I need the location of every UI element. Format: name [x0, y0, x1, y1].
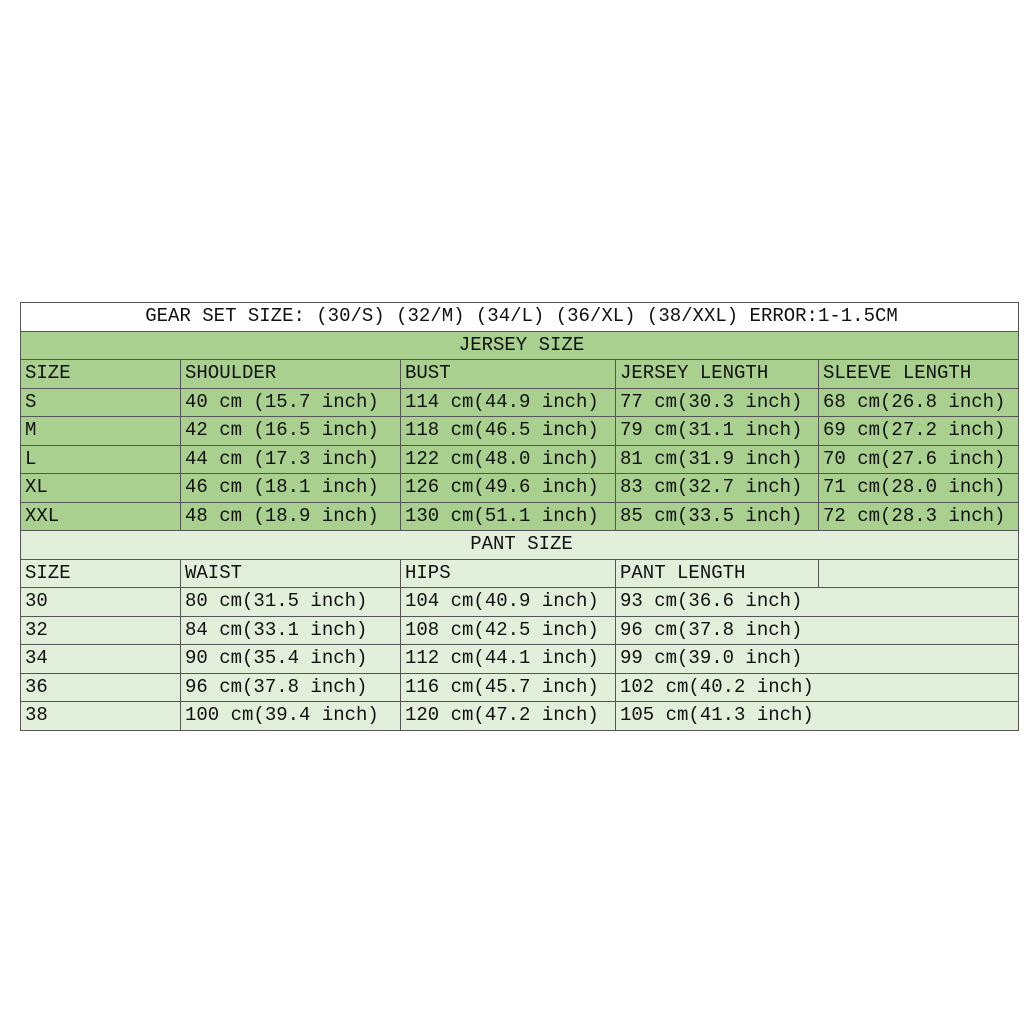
table-cell: 68 cm(26.8 inch) — [817, 387, 1020, 417]
data-row: 30 80 cm(31.5 inch) 104 cm(40.9 inch) 93 cm… — [20, 587, 1020, 617]
data-row: L 44 cm (17.3 inch) 122 cm(48.0 inch) 81 cm… — [20, 444, 1020, 474]
column-header: SHOULDER — [180, 359, 401, 389]
table-cell: 81 cm(31.9 inch) — [615, 444, 819, 474]
table-cell: 77 cm(30.3 inch) — [615, 387, 819, 417]
table-cell: 108 cm(42.5 inch) — [400, 615, 616, 645]
table-cell: 71 cm(28.0 inch) — [817, 473, 1020, 503]
table-cell: S — [20, 387, 181, 417]
column-header: SIZE — [20, 359, 181, 389]
table-cell: 118 cm(46.5 inch) — [400, 416, 616, 446]
section-heading: JERSEY SIZE — [19, 330, 1020, 360]
table-cell: 99 cm(39.0 inch) — [614, 644, 1020, 674]
table-cell: 102 cm(40.2 inch) — [614, 672, 1020, 702]
data-row: M 42 cm (16.5 inch) 118 cm(46.5 inch) 79 cm… — [20, 416, 1020, 446]
section-heading: PANT SIZE — [19, 530, 1020, 560]
table-cell: 72 cm(28.3 inch) — [817, 501, 1020, 531]
column-header: SIZE — [20, 558, 181, 588]
table-cell: 44 cm (17.3 inch) — [180, 444, 401, 474]
table-cell: XL — [20, 473, 181, 503]
table-cell: 34 — [20, 644, 181, 674]
column-header-row: SIZE WAIST HIPS PANT LENGTH — [20, 558, 1020, 588]
table-cell: 80 cm(31.5 inch) — [180, 587, 401, 617]
table-cell: 126 cm(49.6 inch) — [400, 473, 616, 503]
table-cell: 116 cm(45.7 inch) — [400, 672, 616, 702]
column-header: WAIST — [180, 558, 401, 588]
table-cell: L — [20, 444, 181, 474]
table-cell: 104 cm(40.9 inch) — [400, 587, 616, 617]
column-header: PANT LENGTH — [615, 558, 819, 588]
column-header: BUST — [400, 359, 616, 389]
data-row: 38 100 cm(39.4 inch) 120 cm(47.2 inch) 105 … — [20, 701, 1020, 731]
data-row: XXL 48 cm (18.9 inch) 130 cm(51.1 inch) 85 … — [20, 501, 1020, 531]
table-cell: 90 cm(35.4 inch) — [180, 644, 401, 674]
table-cell: 40 cm (15.7 inch) — [180, 387, 401, 417]
table-cell: 100 cm(39.4 inch) — [180, 701, 401, 731]
column-header-row: SIZE SHOULDER BUST JERSEY LENGTH SLEEVE LENG… — [20, 359, 1020, 389]
data-row: S 40 cm (15.7 inch) 114 cm(44.9 inch) 77 cm… — [20, 387, 1020, 417]
table-cell: M — [20, 416, 181, 446]
column-header: SLEEVE LENGTH — [817, 359, 1020, 389]
table-cell: 46 cm (18.1 inch) — [180, 473, 401, 503]
table-cell: 105 cm(41.3 inch) — [614, 701, 1020, 731]
table-cell: 36 — [20, 672, 181, 702]
table-cell: 96 cm(37.8 inch) — [180, 672, 401, 702]
data-row: 36 96 cm(37.8 inch) 116 cm(45.7 inch) 102 c… — [20, 672, 1020, 702]
table-cell: 32 — [20, 615, 181, 645]
table-cell: 130 cm(51.1 inch) — [400, 501, 616, 531]
empty-cell — [817, 558, 1020, 588]
table-cell: 30 — [20, 587, 181, 617]
data-row: 34 90 cm(35.4 inch) 112 cm(44.1 inch) 99 cm… — [20, 644, 1020, 674]
table-cell: 122 cm(48.0 inch) — [400, 444, 616, 474]
table-cell: 96 cm(37.8 inch) — [614, 615, 1020, 645]
table-cell: 93 cm(36.6 inch) — [614, 587, 1020, 617]
table-cell: 120 cm(47.2 inch) — [400, 701, 616, 731]
table-body: GEAR SET SIZE: (30/S) (32/M) (34/L) (36/… — [19, 302, 1020, 731]
table-cell: 79 cm(31.1 inch) — [615, 416, 819, 446]
section-heading-row: PANT SIZE — [19, 530, 1020, 560]
section-heading-row: JERSEY SIZE — [19, 330, 1020, 360]
table-cell: 42 cm (16.5 inch) — [180, 416, 401, 446]
size-table: GEAR SET SIZE: (30/S) (32/M) (34/L) (36/… — [19, 302, 1020, 731]
table-cell: 69 cm(27.2 inch) — [817, 416, 1020, 446]
table-cell: 83 cm(32.7 inch) — [615, 473, 819, 503]
table-cell: XXL — [20, 501, 181, 531]
table-cell: 48 cm (18.9 inch) — [180, 501, 401, 531]
table-cell: 70 cm(27.6 inch) — [817, 444, 1020, 474]
table-title: GEAR SET SIZE: (30/S) (32/M) (34/L) (36/… — [19, 302, 1020, 332]
table-cell: 85 cm(33.5 inch) — [615, 501, 819, 531]
table-cell: 84 cm(33.1 inch) — [180, 615, 401, 645]
table-cell: 38 — [20, 701, 181, 731]
column-header: HIPS — [400, 558, 616, 588]
table-cell: 114 cm(44.9 inch) — [400, 387, 616, 417]
data-row: XL 46 cm (18.1 inch) 126 cm(49.6 inch) 83 c… — [20, 473, 1020, 503]
table-cell: 112 cm(44.1 inch) — [400, 644, 616, 674]
column-header: JERSEY LENGTH — [615, 359, 819, 389]
title-row: GEAR SET SIZE: (30/S) (32/M) (34/L) (36/… — [19, 302, 1020, 332]
data-row: 32 84 cm(33.1 inch) 108 cm(42.5 inch) 96 cm… — [20, 615, 1020, 645]
